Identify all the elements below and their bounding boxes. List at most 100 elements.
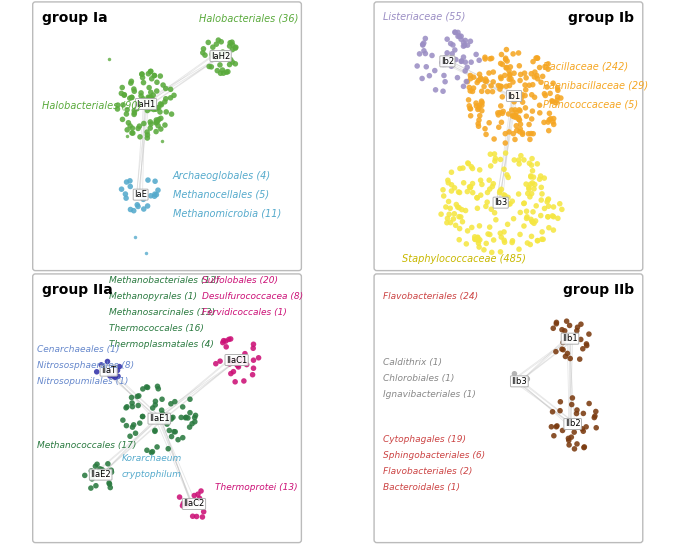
Point bbox=[575, 320, 586, 329]
Point bbox=[494, 188, 505, 197]
Point bbox=[456, 57, 466, 66]
Point bbox=[541, 83, 552, 91]
Point bbox=[539, 118, 550, 127]
Point bbox=[578, 409, 589, 418]
Point bbox=[583, 399, 594, 408]
Point bbox=[148, 105, 159, 114]
Point bbox=[530, 217, 541, 225]
Point bbox=[507, 238, 518, 247]
Point bbox=[166, 415, 176, 423]
Point bbox=[228, 367, 239, 376]
Point bbox=[460, 58, 470, 66]
Text: Fervidicoccales (1): Fervidicoccales (1) bbox=[202, 307, 287, 317]
Text: Flavobacteriales (2): Flavobacteriales (2) bbox=[383, 467, 473, 477]
Point bbox=[513, 48, 524, 57]
Text: group Ia: group Ia bbox=[42, 11, 107, 24]
Point bbox=[129, 87, 140, 96]
Point bbox=[465, 86, 476, 95]
Point bbox=[137, 412, 148, 421]
Point bbox=[177, 434, 188, 442]
Point bbox=[181, 500, 192, 509]
Point bbox=[498, 190, 509, 199]
Point bbox=[443, 197, 454, 206]
Point bbox=[124, 121, 135, 130]
Point bbox=[450, 46, 460, 54]
Point bbox=[146, 75, 157, 83]
Point bbox=[150, 397, 161, 406]
Point bbox=[458, 53, 469, 61]
Point bbox=[552, 84, 563, 92]
Point bbox=[440, 53, 451, 61]
Point bbox=[132, 401, 143, 410]
Point bbox=[416, 74, 427, 83]
Point bbox=[465, 112, 476, 120]
Point bbox=[126, 393, 137, 402]
Text: Staphylococcaceae (485): Staphylococcaceae (485) bbox=[402, 254, 526, 264]
Point bbox=[462, 159, 473, 168]
Point bbox=[218, 338, 228, 347]
Point bbox=[511, 113, 522, 122]
Point bbox=[571, 409, 582, 418]
Point bbox=[155, 72, 166, 81]
Point bbox=[215, 357, 226, 366]
Point bbox=[473, 239, 484, 248]
Point bbox=[453, 32, 464, 41]
Point bbox=[126, 77, 137, 85]
Point bbox=[155, 114, 166, 123]
Point bbox=[116, 89, 127, 98]
Point bbox=[152, 382, 163, 391]
Text: Methanopyrales (1): Methanopyrales (1) bbox=[109, 292, 197, 300]
Point bbox=[467, 179, 478, 188]
Point bbox=[509, 113, 520, 121]
Text: Ib1: Ib1 bbox=[508, 91, 521, 101]
Point bbox=[537, 72, 548, 81]
Point bbox=[126, 399, 137, 407]
Point bbox=[222, 67, 233, 76]
Point bbox=[479, 245, 489, 254]
Text: IIaC1: IIaC1 bbox=[226, 356, 247, 364]
Point bbox=[446, 168, 457, 177]
Point bbox=[554, 200, 565, 208]
Point bbox=[531, 71, 542, 80]
Point bbox=[484, 119, 495, 127]
Point bbox=[143, 70, 153, 78]
Point bbox=[524, 159, 535, 168]
Point bbox=[153, 385, 164, 393]
Point bbox=[515, 70, 526, 79]
Point bbox=[492, 109, 503, 118]
Point bbox=[110, 373, 120, 382]
Point bbox=[518, 156, 529, 164]
Point bbox=[534, 63, 545, 72]
Point bbox=[227, 45, 238, 54]
Point bbox=[121, 110, 132, 119]
Point bbox=[136, 89, 147, 97]
Point bbox=[168, 91, 179, 100]
Point bbox=[437, 58, 448, 67]
Point bbox=[91, 481, 101, 490]
Point bbox=[457, 218, 468, 226]
Point bbox=[254, 354, 264, 362]
Point bbox=[145, 118, 155, 126]
Point bbox=[487, 182, 498, 191]
Point bbox=[450, 28, 460, 37]
Point bbox=[501, 82, 512, 91]
Point bbox=[86, 467, 97, 475]
Text: group IIa: group IIa bbox=[42, 283, 113, 296]
Point bbox=[126, 93, 137, 102]
Point bbox=[473, 103, 484, 112]
Point bbox=[459, 41, 470, 50]
Point bbox=[230, 378, 241, 386]
Point bbox=[525, 135, 535, 144]
Point bbox=[475, 75, 486, 84]
Point bbox=[518, 221, 529, 230]
Point bbox=[114, 362, 125, 371]
Point bbox=[170, 428, 180, 436]
Text: Methanocellales (5): Methanocellales (5) bbox=[172, 190, 269, 200]
FancyBboxPatch shape bbox=[374, 274, 643, 542]
Point bbox=[575, 335, 586, 344]
Point bbox=[441, 48, 452, 57]
Point bbox=[517, 98, 528, 107]
Point bbox=[120, 190, 130, 199]
Point bbox=[226, 357, 237, 366]
Point bbox=[145, 67, 155, 76]
